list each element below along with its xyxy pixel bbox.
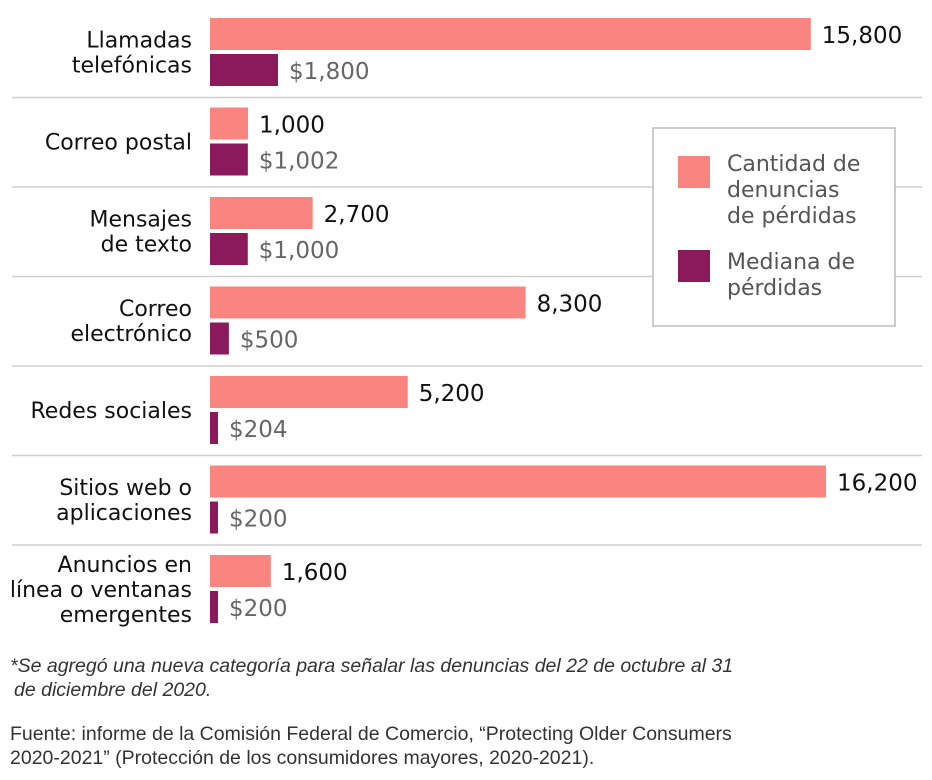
- bar-count: [210, 555, 271, 587]
- bar-median: [210, 412, 218, 444]
- value-labels: 15,800 $1,800 1,000 $1,002 2,700 $1,000 8,300 $…: [229, 23, 917, 622]
- value-label-median: $204: [229, 417, 288, 443]
- legend-label-count: Cantidad de denuncias de pérdidas: [727, 152, 860, 229]
- value-label-median: $1,800: [289, 59, 369, 85]
- value-label-count: 15,800: [822, 23, 902, 49]
- value-label-count: 2,700: [324, 202, 390, 228]
- bar-count: [210, 197, 313, 229]
- row-separators: [12, 96, 922, 546]
- bar-median: [210, 143, 248, 176]
- source-line-1: Fuente: informe de la Comisión Federal d…: [10, 723, 732, 745]
- value-label-median: $500: [240, 328, 299, 354]
- category-label: Llamadas telefónicas: [72, 29, 192, 79]
- legend-swatch-count: [678, 156, 710, 188]
- bar-count: [210, 286, 526, 319]
- value-label-median: $1,002: [259, 149, 339, 175]
- bar-median: [210, 233, 248, 265]
- value-label-count: 5,200: [419, 381, 485, 407]
- legend: Cantidad de denuncias de pérdidas Mediana …: [652, 127, 896, 327]
- category-label: Anuncios en línea o ventanas emergentes: [10, 553, 192, 628]
- legend-swatch-median: [678, 250, 710, 282]
- value-label-count: 8,300: [537, 292, 603, 318]
- bar-median: [210, 54, 278, 86]
- value-label-count: 1,600: [282, 560, 348, 586]
- bar-count: [210, 18, 811, 50]
- value-label-count: 1,000: [259, 113, 325, 139]
- footnote: *Se agregó una nueva categoría para seña…: [10, 654, 910, 702]
- value-label-median: $1,000: [259, 238, 339, 264]
- bar-count: [210, 107, 249, 140]
- bar-median: [210, 322, 229, 355]
- value-label-median: $200: [229, 596, 288, 622]
- bar-median: [210, 501, 218, 534]
- category-labels: Llamadas telefónicas Correo postal Mensajes…: [10, 29, 192, 629]
- category-label: Sitios web o aplicaciones: [56, 476, 192, 526]
- bar-group: [210, 18, 826, 623]
- footnote-line-2: de diciembre del 2020.: [14, 679, 212, 701]
- bar-median: [210, 591, 218, 623]
- value-label-count: 16,200: [837, 471, 917, 497]
- category-label: Correo postal: [45, 131, 192, 156]
- footnote-line-1: *Se agregó una nueva categoría para seña…: [10, 655, 734, 677]
- bar-count: [210, 465, 826, 498]
- bar-count: [210, 376, 408, 408]
- category-label: Mensajes de texto: [89, 208, 192, 258]
- bar-chart: Llamadas telefónicas Correo postal Mensajes…: [10, 18, 922, 629]
- category-label: Correo electrónico: [70, 297, 192, 347]
- value-label-median: $200: [229, 507, 288, 533]
- legend-label-median: Mediana de pérdidas: [727, 250, 855, 301]
- source-note: Fuente: informe de la Comisión Federal d…: [10, 722, 920, 770]
- source-line-2: 2020-2021” (Protección de los consumidor…: [10, 747, 595, 769]
- category-label: Redes sociales: [30, 399, 192, 424]
